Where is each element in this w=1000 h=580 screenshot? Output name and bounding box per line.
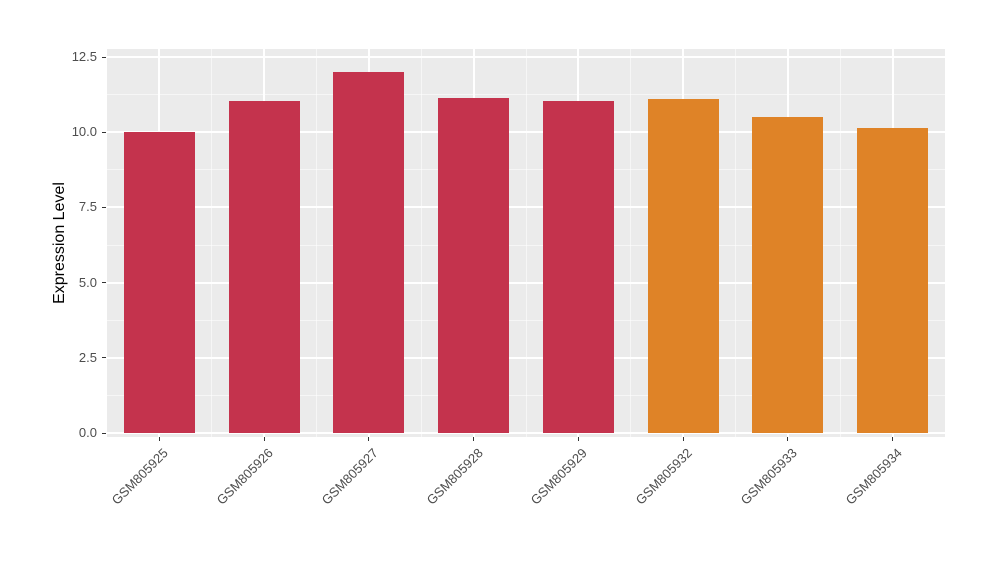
bar <box>543 100 614 433</box>
x-tick-label: GSM805933 <box>737 445 800 508</box>
y-tick-mark <box>102 282 106 284</box>
gridline-minor <box>211 49 213 437</box>
x-tick-mark <box>577 437 579 441</box>
x-tick-label: GSM805932 <box>632 445 696 508</box>
y-tick-label: 5.0 <box>78 274 97 290</box>
y-tick-label: 7.5 <box>78 199 97 215</box>
x-tick-label: GSM805928 <box>423 445 486 508</box>
x-tick-label: GSM805929 <box>528 445 591 508</box>
gridline-minor <box>839 49 841 437</box>
x-tick-label: GSM805925 <box>109 445 172 508</box>
y-tick-mark <box>102 357 106 359</box>
x-tick-label: GSM805926 <box>213 445 277 508</box>
bar <box>229 100 300 433</box>
bar <box>857 127 928 433</box>
y-tick-label: 12.5 <box>71 49 97 64</box>
x-tick-mark <box>682 437 684 441</box>
x-tick-mark <box>158 437 160 441</box>
x-tick-label: GSM805927 <box>318 445 381 508</box>
y-tick-label: 2.5 <box>78 349 97 365</box>
y-tick-mark <box>102 432 106 434</box>
y-tick-label: 0.0 <box>78 425 97 440</box>
x-tick-mark <box>787 437 789 441</box>
gridline-minor <box>525 49 527 437</box>
x-tick-mark <box>368 437 370 441</box>
bar <box>124 132 195 433</box>
bar <box>648 99 719 433</box>
gridline-minor <box>630 49 632 437</box>
y-tick-mark <box>102 206 106 208</box>
y-tick-mark <box>102 56 106 58</box>
bar <box>752 117 823 433</box>
bar <box>333 72 404 433</box>
y-tick-mark <box>102 131 106 133</box>
x-tick-mark <box>892 437 894 441</box>
x-tick-mark <box>473 437 475 441</box>
gridline-minor <box>420 49 422 437</box>
y-tick-label: 10.0 <box>71 124 97 140</box>
x-tick-label: GSM805934 <box>842 445 905 508</box>
plot-panel <box>107 49 945 437</box>
gridline-minor <box>316 49 317 437</box>
bar <box>438 97 509 433</box>
x-tick-mark <box>263 437 265 441</box>
gridline-minor <box>735 49 736 437</box>
